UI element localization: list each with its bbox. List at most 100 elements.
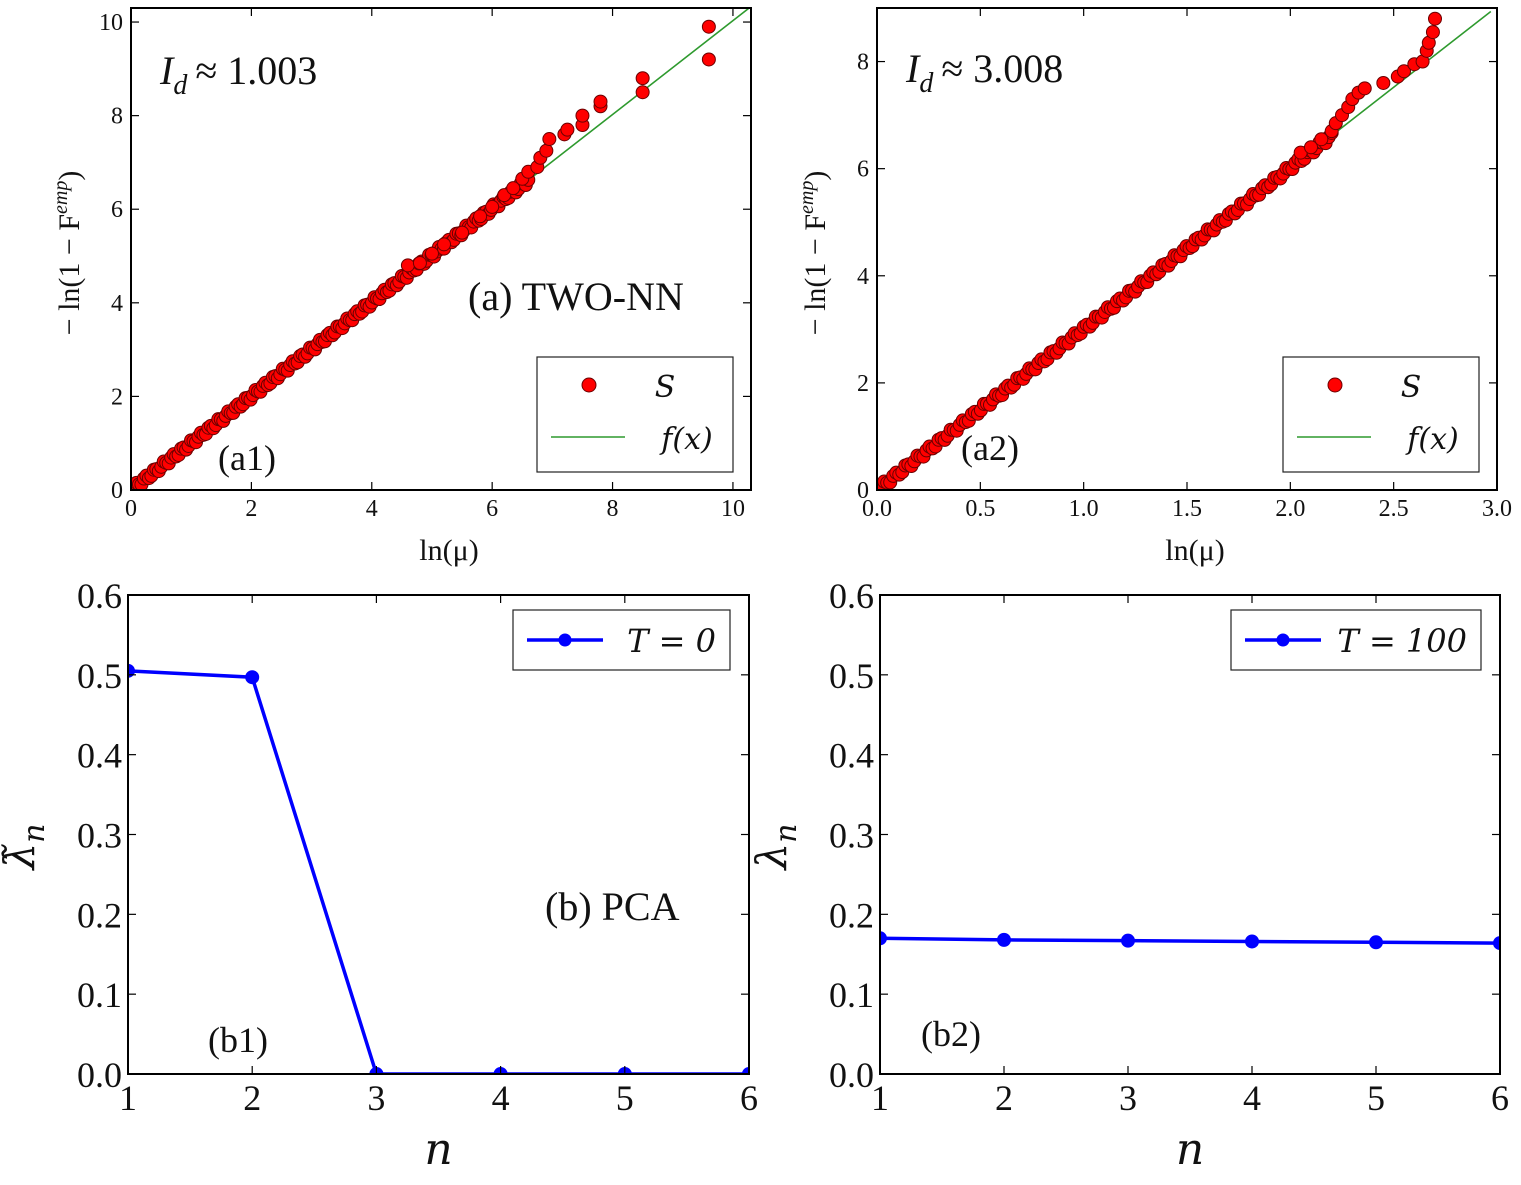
y-axis-label-sub: n [17,824,52,843]
y-tick-label: 0.0 [829,1055,874,1095]
panel-title: (a) TWO-NN [468,274,684,319]
panel-title: (b) PCA [545,884,680,929]
scatter-point [575,108,590,123]
scatter-point [1357,81,1372,96]
y-axis-label-main: − ln(1 − F [799,214,832,335]
plot-area [880,931,1500,951]
y-tick-label: 6 [857,157,869,183]
y-axis-label-close: ) [799,171,832,181]
scatter-point [593,94,608,109]
x-tick-label: 4 [492,1078,510,1118]
y-axis-label: λ̃n [0,824,52,872]
x-tick-label: 6 [1491,1078,1509,1118]
scatter-point [635,71,650,86]
axes-frame [876,7,1498,491]
series-line [880,936,1500,945]
scatter-point [1428,11,1442,26]
scatter-point [455,225,470,240]
axes-frame [130,7,752,491]
legend-label: T = 100 [1337,622,1467,660]
scatter-point [542,132,557,147]
y-tick-label: 0.2 [77,895,122,935]
y-axis-label-close: ) [53,171,86,181]
x-tick-label: 6 [740,1078,758,1118]
scatter-point [539,143,554,158]
y-axis-label: − ln(1 − Femp) [50,171,86,336]
y-axis-label-main: − ln(1 − F [53,214,86,335]
x-tick-label: 2 [995,1078,1013,1118]
x-tick-label: 1 [119,1078,137,1118]
y-tick-label: 8 [857,50,869,76]
x-tick-label: 0 [125,496,137,522]
series-point [1369,935,1383,950]
y-tick-label: 0.0 [77,1055,122,1095]
y-tick-label: 10 [99,10,123,36]
scatter-point [1304,140,1318,155]
x-tick-label: 10 [721,496,745,522]
y-axis-label-sub: n [769,824,804,843]
legend-marker-scatter [581,377,597,393]
x-tick-label: 4 [1243,1078,1261,1118]
y-tick-label: 8 [111,104,123,130]
y-axis-label-symbol: λ [747,843,796,872]
scatter-point [485,199,500,214]
x-tick-label: 3 [1119,1078,1137,1118]
y-tick-label: 0.3 [77,816,122,856]
scatter-point [701,19,716,34]
scatter-point [412,256,427,271]
x-tick-label: 2.0 [1275,496,1305,522]
x-tick-label: 5 [616,1078,634,1118]
estimate-subscript: d [919,68,934,99]
legend-box [536,356,734,473]
legend-label-scatter: S [1401,370,1422,405]
x-tick-label: 0.0 [862,496,892,522]
scatter-point [506,181,521,196]
y-tick-label: 0.1 [77,975,122,1015]
series-point [128,663,135,678]
scatter-point [437,237,452,252]
y-tick-label: 0.4 [829,736,874,776]
y-tick-label: 0 [857,478,869,504]
x-tick-label: 5 [1367,1078,1385,1118]
x-tick-label: 3 [367,1078,385,1118]
legend-marker-scatter [1327,377,1343,393]
y-axis-label-sup: emp [50,181,72,214]
x-axis-label: ln(μ) [419,534,478,567]
y-axis-label: λn [747,824,804,872]
estimate-symbol: I [159,48,175,93]
scatter-point [635,85,650,100]
series-point [997,932,1011,947]
legend-box [1282,356,1480,473]
legend-label-fit: f(x) [1405,422,1458,457]
series-point [742,1067,749,1074]
x-tick-label: 2 [243,1078,261,1118]
x-axis-label: ln(μ) [1165,534,1224,567]
intrinsic-dimension-estimate: Id ≈ 3.008 [905,46,1063,99]
axes-frame [127,594,750,1075]
y-tick-label: 0.6 [829,576,874,616]
estimate-symbol: I [905,46,921,91]
x-tick-label: 1 [871,1078,889,1118]
x-tick-label: 0.5 [965,496,995,522]
scatter-point [1314,132,1329,147]
y-tick-label: 0.6 [77,576,122,616]
y-axis-label-sup: emp [796,181,818,214]
series-line [128,669,749,1074]
x-tick-label: 2 [245,496,257,522]
x-tick-label: 4 [366,496,378,522]
legend-label-scatter: S [655,370,676,405]
y-tick-label: 0.1 [829,975,874,1015]
axes-frame [879,594,1501,1075]
y-tick-label: 0.4 [77,736,122,776]
y-tick-label: 0.2 [829,895,874,935]
plot-area [877,10,1492,490]
scatter-point [424,246,439,261]
x-tick-label: 1.0 [1069,496,1099,522]
legend-label: T = 0 [627,622,716,660]
x-axis-label: n [1176,1124,1204,1175]
scatter-point [1425,25,1440,40]
panel-label: (a2) [961,428,1019,468]
series-point [1121,933,1135,948]
